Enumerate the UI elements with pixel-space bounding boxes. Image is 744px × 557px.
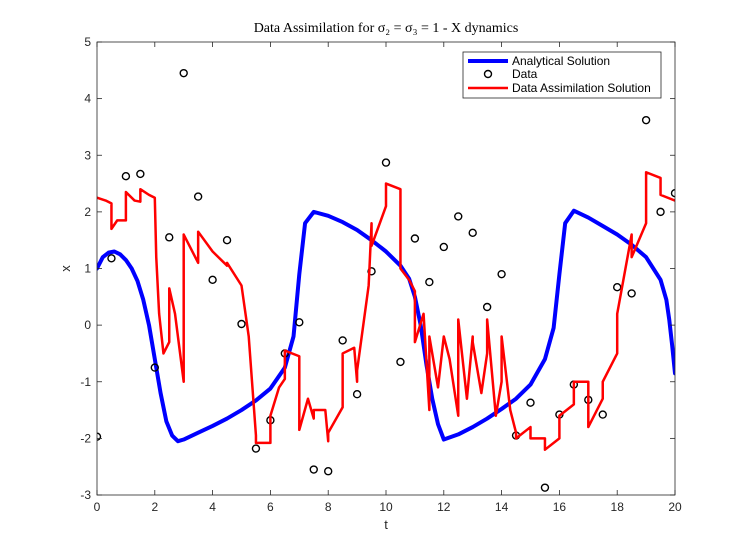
data-point-24 [439, 242, 448, 252]
data-point-2 [121, 171, 131, 181]
legend: Analytical Solution Data Data Assimilati… [462, 51, 662, 99]
series-line-2 [97, 170, 675, 451]
data-point-28 [497, 269, 506, 279]
data-point-20 [381, 158, 391, 167]
data-point-21 [396, 357, 405, 367]
data-point-37 [627, 289, 636, 298]
data-point-39 [656, 207, 665, 217]
y-tick-label-6: 3 [84, 148, 91, 162]
x-tick-label-8: 16 [553, 500, 567, 514]
data-point-40 [670, 188, 675, 198]
data-point-26 [468, 228, 477, 238]
data-point-8 [208, 275, 217, 285]
data-point-17 [338, 336, 347, 345]
data-point-3 [136, 169, 145, 179]
data-point-10 [237, 319, 246, 329]
data-point-30 [526, 398, 535, 407]
data-point-11 [251, 444, 261, 453]
x-tick-label-0: 0 [94, 500, 101, 514]
y-tick-label-7: 4 [84, 92, 91, 106]
legend-label-analytical: Analytical Solution [512, 54, 610, 68]
data-point-22 [410, 234, 420, 243]
chart-title: Data Assimilation for σ₂ = σ₃ = 1 - X dy… [254, 21, 519, 36]
data-point-27 [482, 302, 492, 312]
y-axis-label: x [58, 265, 73, 272]
x-tick-label-7: 14 [495, 500, 509, 514]
legend-swatch-data [483, 69, 493, 79]
data-point-15 [309, 465, 318, 474]
data-point-35 [598, 410, 607, 419]
x-axis-label: t [384, 517, 388, 532]
legend-label-data: Data [512, 67, 538, 81]
y-tick-label-1: -2 [80, 431, 91, 445]
data-point-31 [540, 483, 550, 492]
x-tick-label-6: 12 [437, 500, 451, 514]
data-point-4 [150, 363, 160, 372]
data-point-7 [193, 192, 203, 201]
plot-area [97, 42, 675, 495]
data-point-36 [613, 282, 622, 292]
y-tick-label-0: -3 [80, 488, 91, 502]
y-tick-label-8: 5 [84, 35, 91, 49]
x-tick-label-2: 4 [209, 500, 216, 514]
data-point-19 [367, 267, 376, 276]
data-point-16 [324, 467, 333, 476]
data-point-18 [352, 390, 362, 399]
y-tick-label-3: 0 [84, 318, 91, 332]
x-tick-label-3: 6 [267, 500, 274, 514]
y-tick-label-4: 1 [84, 262, 91, 276]
x-tick-label-1: 2 [151, 500, 158, 514]
data-point-9 [222, 235, 232, 245]
x-tick-label-4: 8 [325, 500, 332, 514]
legend-label-assimilation: Data Assimilation Solution [512, 81, 651, 95]
data-point-23 [425, 277, 434, 287]
series-layer [97, 68, 675, 492]
data-point-6 [179, 68, 188, 78]
data-point-14 [295, 318, 304, 327]
y-tick-label-5: 2 [84, 205, 91, 219]
y-tick-label-2: -1 [80, 375, 91, 389]
x-tick-label-5: 10 [379, 500, 393, 514]
data-point-38 [641, 115, 651, 125]
x-tick-label-10: 20 [668, 500, 682, 514]
x-tick-label-9: 18 [611, 500, 625, 514]
data-point-25 [454, 212, 463, 221]
data-point-0 [97, 432, 102, 441]
data-point-1 [107, 254, 116, 263]
data-point-5 [165, 233, 174, 242]
